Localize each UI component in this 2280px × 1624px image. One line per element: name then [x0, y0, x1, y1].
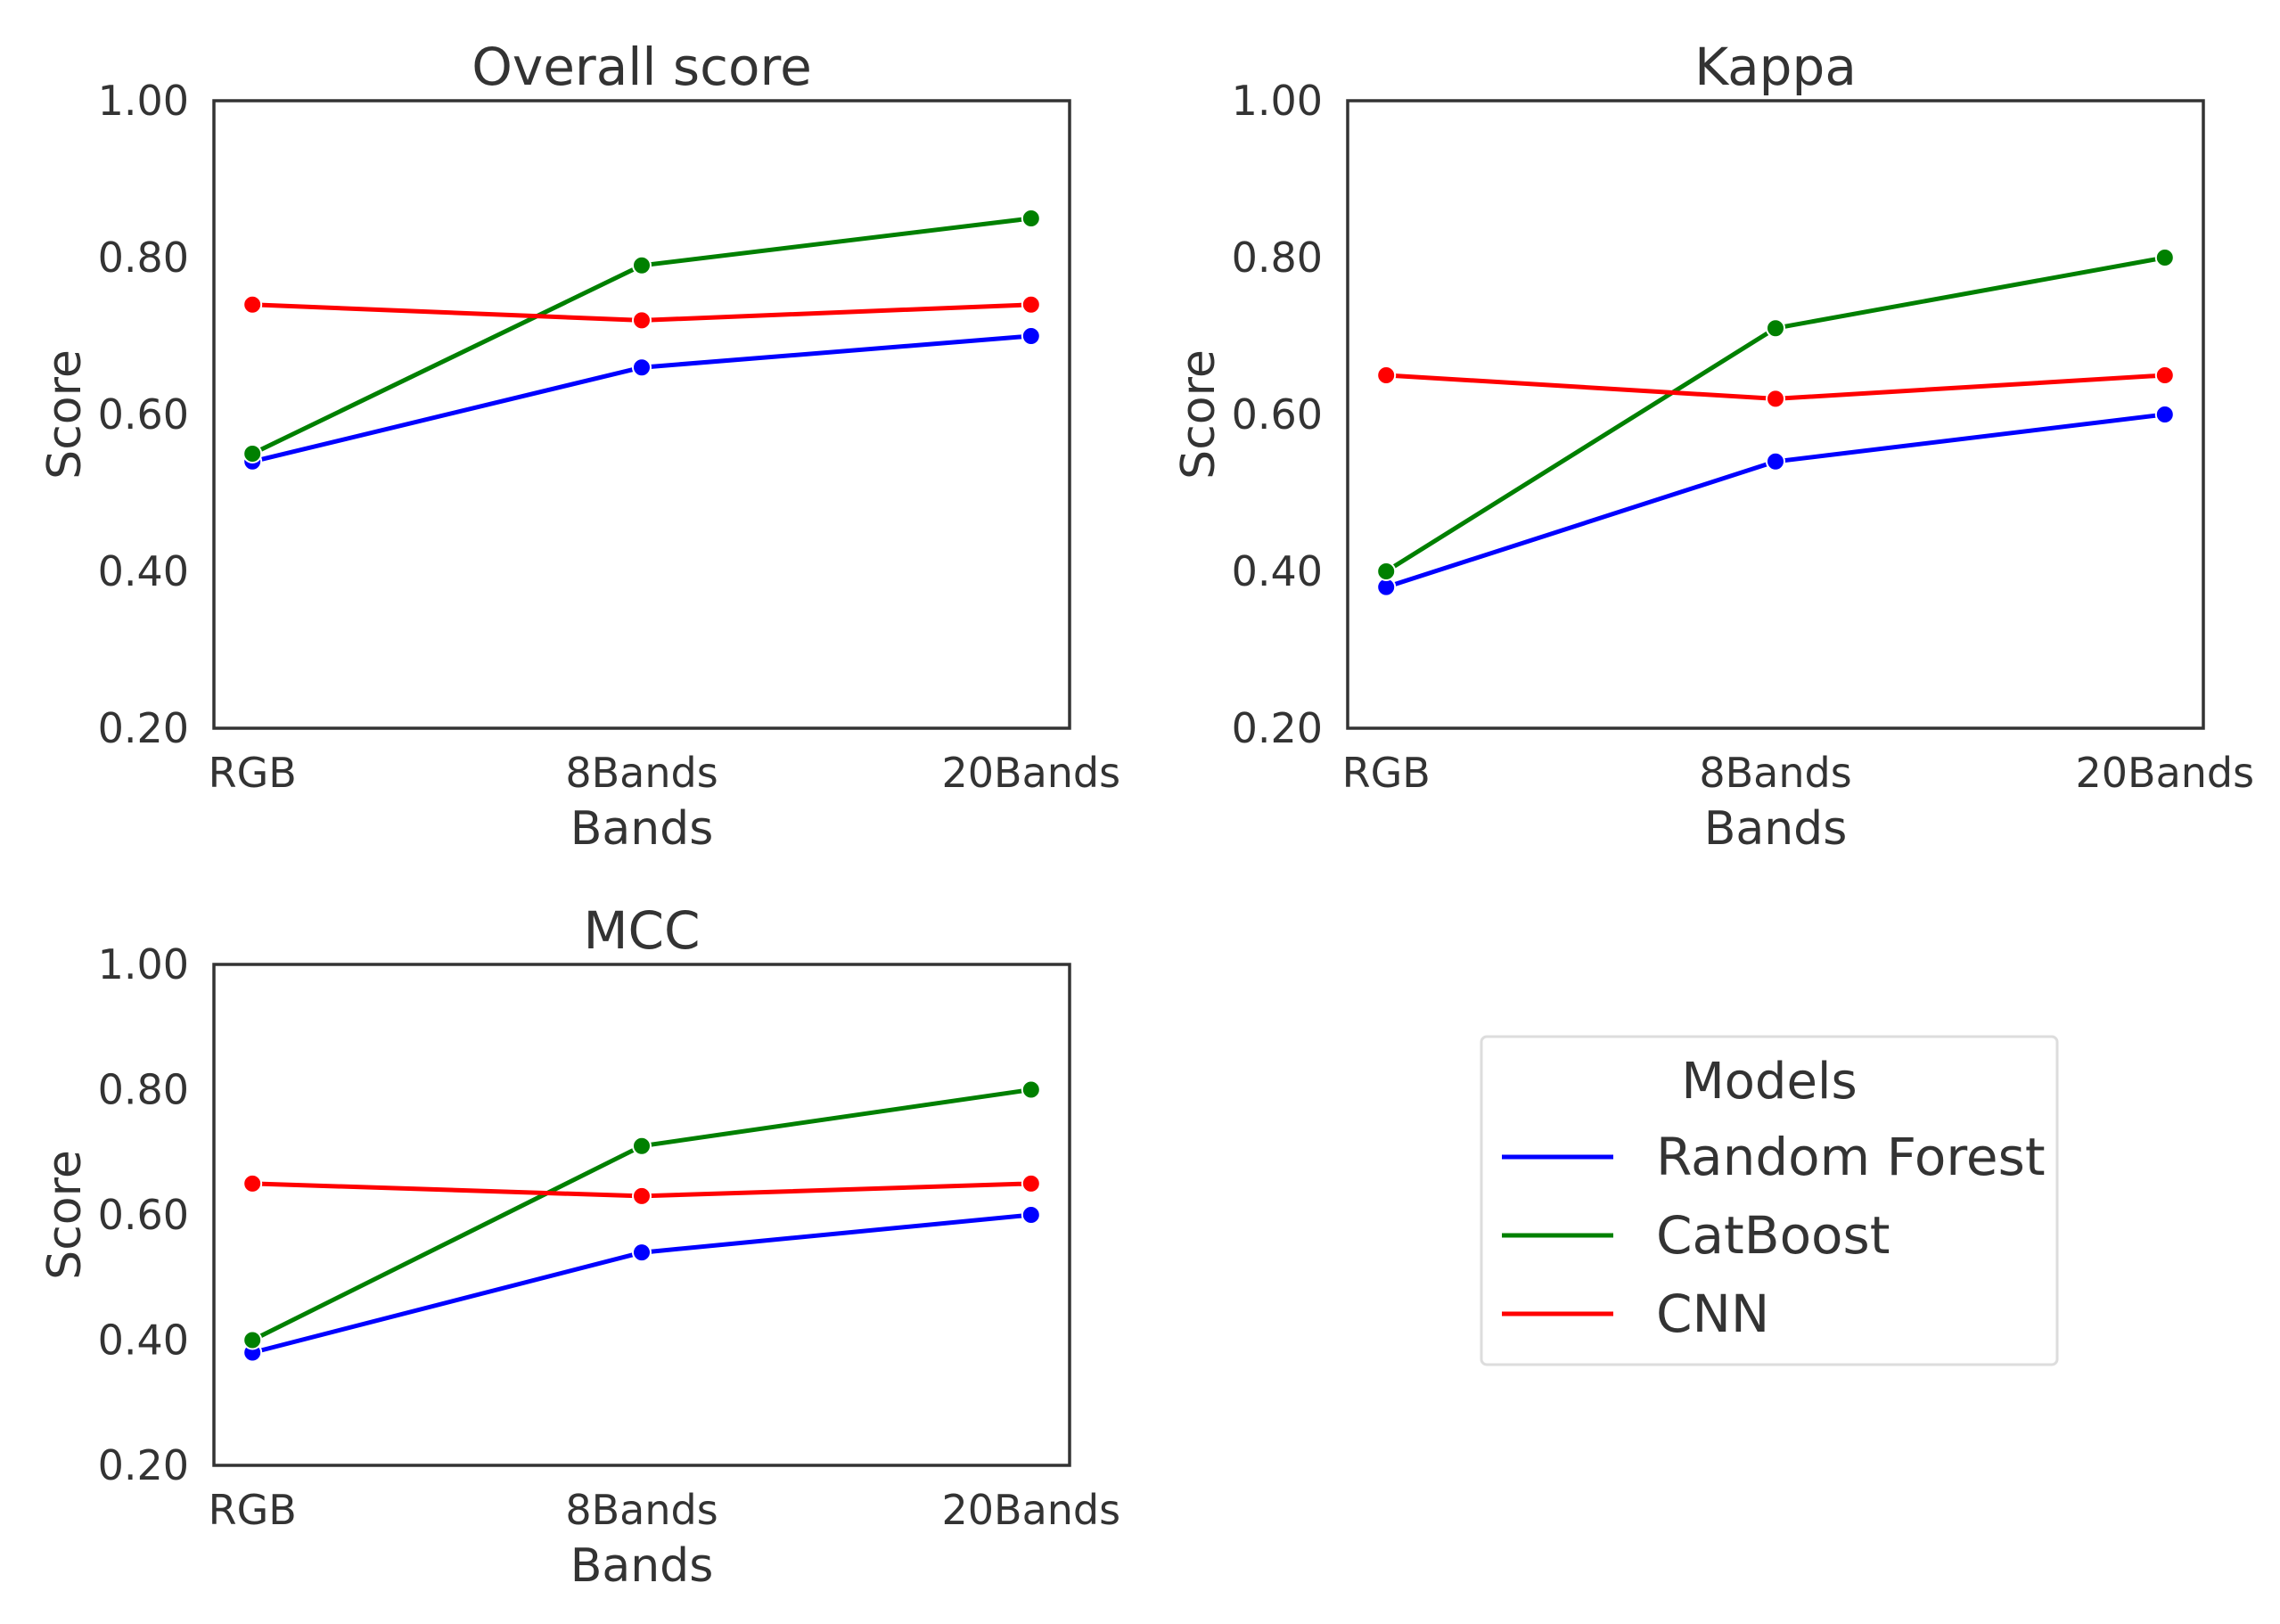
point-random-forest — [2154, 405, 2175, 424]
series-line-catboost — [250, 1087, 1034, 1342]
y-axis-label: Score — [1172, 349, 1226, 480]
x-axis-label: Bands — [570, 802, 714, 856]
x-tick-label: 8Bands — [565, 749, 718, 797]
x-tick-label: RGB — [1342, 749, 1431, 797]
x-tick-label: RGB — [209, 749, 297, 797]
chart-overall-score: Overall score 0.20 0.40 0.60 0.80 1.00 RGB 8Ban… — [38, 37, 1120, 856]
y-tick-label: 0.60 — [98, 390, 189, 439]
y-tick-label: 1.00 — [98, 940, 189, 988]
point-catboost — [1766, 318, 1785, 339]
legend-label-cnn: CNN — [1656, 1284, 1769, 1344]
y-tick-label: 1.00 — [1232, 77, 1323, 125]
point-cnn — [632, 1185, 652, 1206]
y-tick-label: 0.60 — [1232, 390, 1323, 439]
chart-kappa: Kappa 0.20 0.40 0.60 0.80 1.00 RGB 8Bands 20Band… — [1172, 37, 2254, 856]
y-tick-label: 0.20 — [1232, 704, 1323, 752]
y-tick-label: 0.60 — [98, 1191, 189, 1239]
y-tick-label: 0.40 — [98, 1316, 189, 1365]
y-tick-label: 1.00 — [98, 77, 189, 125]
x-tick-label: 8Bands — [1699, 749, 1851, 797]
y-tick-label: 0.40 — [1232, 547, 1323, 595]
x-tick-label: 20Bands — [941, 1486, 1120, 1534]
point-catboost — [242, 1330, 263, 1350]
point-cnn — [1021, 1173, 1041, 1193]
legend-box — [1480, 1035, 2059, 1366]
series-line-catboost — [1383, 255, 2168, 574]
plot-frame — [1346, 99, 2205, 730]
legend-label-catboost: CatBoost — [1656, 1205, 1890, 1266]
charts-container: Overall score 0.20 0.40 0.60 0.80 1.00 RGB 8Ban… — [38, 37, 2254, 1593]
y-axis-label: Score — [38, 349, 92, 480]
plot-frame — [212, 963, 1071, 1467]
y-tick-label: 0.80 — [98, 1066, 189, 1114]
point-cnn — [1376, 365, 1397, 385]
legend-title: Models — [1681, 1053, 1857, 1111]
point-random-forest — [632, 357, 652, 378]
point-cnn — [632, 310, 652, 331]
point-catboost — [632, 1136, 652, 1156]
y-tick-label: 0.20 — [98, 704, 189, 752]
x-axis-label: Bands — [1704, 802, 1848, 856]
point-catboost — [2154, 248, 2175, 267]
point-cnn — [2154, 365, 2175, 385]
y-tick-label: 0.20 — [98, 1441, 189, 1489]
point-random-forest — [632, 1243, 652, 1263]
point-random-forest — [1766, 451, 1785, 472]
point-random-forest — [1021, 1205, 1041, 1225]
y-tick-label: 0.80 — [98, 234, 189, 282]
x-tick-label: 20Bands — [2075, 749, 2254, 797]
x-tick-label: 20Bands — [941, 749, 1120, 797]
point-catboost — [1021, 209, 1041, 228]
plot-frame — [212, 99, 1071, 730]
y-tick-label: 0.80 — [1232, 234, 1323, 282]
y-tick-label: 0.40 — [98, 547, 189, 595]
chart-mcc: MCC 0.20 0.40 0.60 0.80 1.00 RGB 8Bands 20Bands B… — [38, 900, 1120, 1593]
point-catboost — [1376, 562, 1397, 581]
point-cnn — [1021, 294, 1041, 315]
x-tick-label: RGB — [209, 1486, 297, 1534]
x-tick-label: 8Bands — [565, 1486, 718, 1534]
point-cnn — [242, 1173, 263, 1193]
legend-label-random-forest: Random Forest — [1656, 1127, 2046, 1187]
point-cnn — [242, 294, 263, 315]
point-random-forest — [1021, 326, 1041, 346]
x-axis-label: Bands — [570, 1539, 714, 1593]
y-axis-label: Score — [38, 1150, 92, 1280]
point-cnn — [1766, 389, 1785, 409]
series-line-catboost — [250, 216, 1034, 456]
chart-title: Kappa — [1694, 37, 1857, 97]
point-catboost — [632, 255, 652, 275]
point-catboost — [242, 444, 263, 463]
chart-title: MCC — [583, 900, 700, 961]
point-catboost — [1021, 1079, 1041, 1100]
chart-title: Overall score — [472, 37, 812, 97]
legend: Models Random Forest CatBoost CNN — [1480, 1035, 2059, 1366]
